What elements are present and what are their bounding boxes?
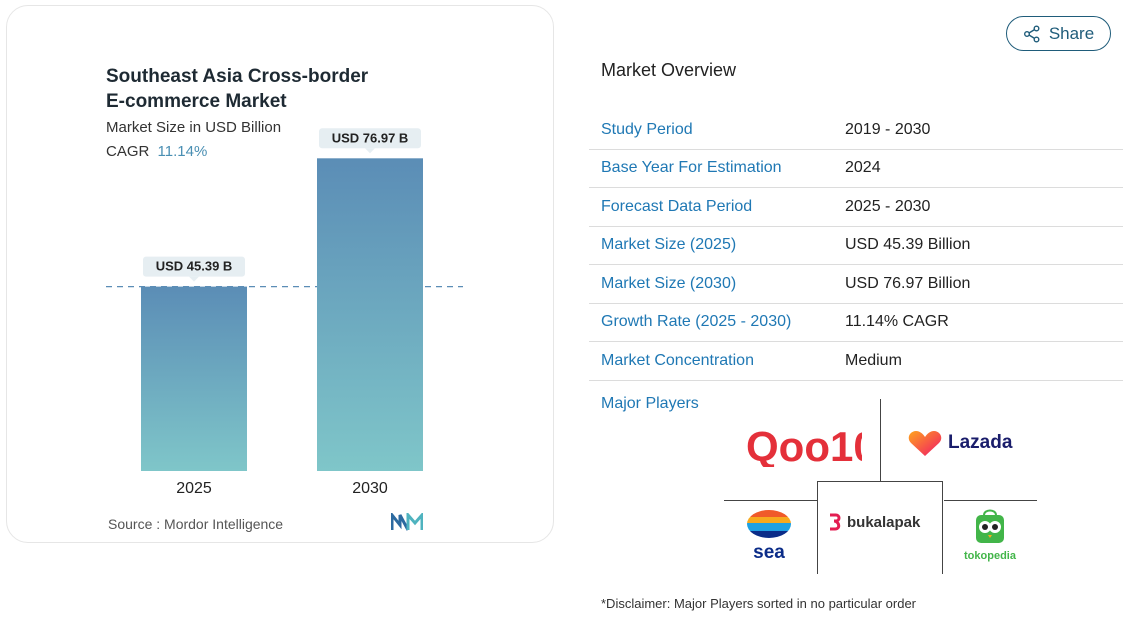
table-row: Market Concentration Medium	[589, 341, 1123, 381]
lazada-logo[interactable]: Lazada	[908, 429, 1012, 457]
share-button[interactable]: Share	[1006, 16, 1111, 51]
sea-logo[interactable]: sea	[736, 509, 802, 562]
source-name: Mordor Intelligence	[164, 516, 284, 532]
row-key: Forecast Data Period	[589, 187, 833, 227]
major-players-label: Major Players	[601, 395, 699, 412]
mordor-logo-icon	[391, 513, 423, 531]
divider	[944, 500, 1037, 501]
bukalapak-logo-text: bukalapak	[847, 513, 921, 531]
row-value: 2019 - 2030	[833, 111, 1123, 150]
row-key: Market Concentration	[589, 341, 833, 381]
source-line: Source : Mordor Intelligence	[108, 516, 283, 532]
bukalapak-icon	[830, 513, 841, 531]
row-value: USD 76.97 Billion	[833, 264, 1123, 304]
chart-title: Southeast Asia Cross-border E-commerce M…	[106, 64, 406, 114]
bar	[317, 158, 423, 471]
row-key: Base Year For Estimation	[589, 149, 833, 188]
row-key: Market Size (2025)	[589, 226, 833, 265]
row-key: Growth Rate (2025 - 2030)	[589, 303, 833, 342]
sea-globe-icon	[747, 510, 791, 538]
tokopedia-owl-icon	[976, 509, 1004, 543]
chart-card: Southeast Asia Cross-border E-commerce M…	[6, 5, 554, 543]
bar	[141, 286, 247, 471]
divider	[880, 399, 881, 481]
lazada-logo-text: Lazada	[948, 432, 1013, 453]
disclaimer: *Disclaimer: Major Players sorted in no …	[601, 596, 917, 611]
row-value: 2024	[833, 149, 1123, 188]
cagr-value: 11.14%	[157, 143, 208, 160]
major-players-grid: Qoo10 Lazada sea	[724, 399, 1037, 574]
lazada-heart-icon	[908, 431, 942, 456]
share-icon	[1023, 25, 1040, 42]
table-row: Study Period 2019 - 2030	[589, 111, 1123, 150]
sea-logo-text: sea	[753, 542, 785, 563]
table-row: Base Year For Estimation 2024	[589, 149, 1123, 188]
table-row: Market Size (2030) USD 76.97 Billion	[589, 264, 1123, 304]
chart-subtitle: Market Size in USD Billion	[106, 119, 282, 136]
row-key: Study Period	[589, 111, 833, 150]
cagr-line: CAGR 11.14%	[106, 143, 207, 160]
table-row: Forecast Data Period 2025 - 2030	[589, 187, 1123, 227]
x-tick-label: 2030	[352, 480, 388, 497]
data-label-pointer	[189, 276, 199, 282]
overview-table: Study Period 2019 - 2030 Base Year For E…	[589, 111, 1123, 381]
tokopedia-logo[interactable]: tokopedia	[958, 509, 1022, 562]
row-value: USD 45.39 Billion	[833, 226, 1123, 265]
qoo10-logo[interactable]: Qoo10	[744, 423, 862, 467]
cagr-label: CAGR	[106, 143, 150, 160]
data-label-bg	[143, 256, 245, 277]
chart-title-line2: E-commerce Market	[106, 91, 287, 112]
table-row: Market Size (2025) USD 45.39 Billion	[589, 226, 1123, 265]
tokopedia-logo-text: tokopedia	[964, 550, 1016, 562]
qoo10-logo-text: Qoo10	[746, 423, 862, 467]
row-value: Medium	[833, 341, 1123, 381]
source-label: Source :	[108, 516, 161, 532]
bukalapak-logo[interactable]: bukalapak	[828, 513, 920, 531]
overview-title: Market Overview	[601, 60, 737, 80]
share-label: Share	[1048, 23, 1095, 43]
data-label-bg	[319, 128, 421, 149]
data-label-pointer	[365, 148, 375, 154]
row-value: 11.14% CAGR	[833, 303, 1123, 342]
data-label: USD 76.97 B	[332, 130, 409, 145]
row-value: 2025 - 2030	[833, 187, 1123, 227]
table-row: Growth Rate (2025 - 2030) 11.14% CAGR	[589, 303, 1123, 342]
data-label: USD 45.39 B	[156, 259, 233, 274]
chart-title-line1: Southeast Asia Cross-border	[106, 66, 369, 87]
divider-box	[817, 481, 943, 574]
x-tick-label: 2025	[176, 480, 212, 497]
row-key: Market Size (2030)	[589, 264, 833, 304]
divider	[724, 500, 817, 501]
bar-chart: USD 45.39 B 2025 USD 76.97 B 2030	[106, 128, 463, 497]
